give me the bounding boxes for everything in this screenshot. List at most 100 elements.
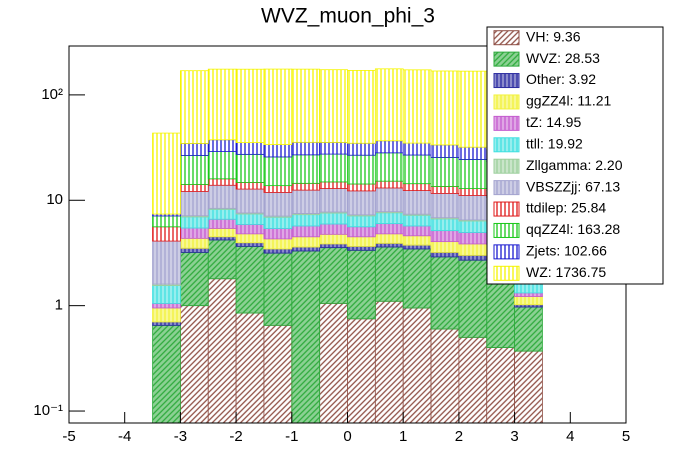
bar-segment (207, 236, 237, 241)
bar-segment (263, 238, 293, 250)
x-tick-label: -3 (174, 428, 187, 445)
bar-segment (207, 218, 237, 229)
bar-segment (207, 151, 237, 180)
bar-segment (347, 215, 376, 228)
bar-segment (207, 139, 237, 152)
bar-segment (291, 225, 321, 238)
bar-segment (291, 189, 321, 214)
bar-segment (347, 190, 376, 216)
x-tick-label: 2 (455, 428, 463, 445)
bar-segment (402, 69, 432, 144)
bar-segment (374, 223, 404, 235)
legend-swatch (493, 180, 520, 196)
bar-segment (263, 192, 293, 217)
bar-segment (179, 247, 209, 253)
bar-segment (152, 226, 181, 242)
bar-segment (235, 182, 265, 190)
bar-segment (402, 225, 432, 237)
legend-label: WVZ: 28.53 (526, 50, 600, 66)
bar-segment (207, 208, 237, 220)
legend-swatch (493, 201, 520, 217)
bar-segment (458, 336, 488, 423)
bar-segment (263, 156, 293, 187)
legend-swatch (493, 115, 520, 131)
bar-segment (291, 154, 321, 184)
bar-segment (430, 144, 460, 158)
bar-segment (458, 220, 488, 233)
x-tick-label: 4 (566, 428, 574, 445)
legend-swatch (493, 51, 520, 67)
bar-segment (374, 233, 404, 244)
legend-label: WZ: 1736.75 (526, 264, 606, 280)
bar-segment (263, 144, 293, 158)
bar-segment (263, 185, 293, 193)
bar-segment (430, 252, 460, 258)
legend-label: ttll: 19.92 (526, 135, 583, 151)
bar-segment (235, 68, 265, 143)
bar-segment (263, 324, 293, 423)
bar-segment (430, 256, 460, 330)
bar-segment (291, 246, 321, 252)
legend-swatch (493, 244, 520, 260)
bar-segment (152, 303, 181, 309)
bar-segment (235, 233, 265, 244)
bar-segment (235, 213, 265, 225)
bar-segment (263, 248, 293, 254)
bar-segment (402, 248, 432, 309)
legend-label: Zjets: 102.66 (526, 243, 607, 259)
bar-segment (402, 235, 432, 246)
bar-segment (374, 300, 404, 423)
x-tick-label: 0 (343, 428, 351, 445)
bar-segment (207, 239, 237, 280)
x-tick-label: -4 (118, 428, 131, 445)
bar-segment (430, 230, 460, 243)
x-tick-label: 3 (510, 428, 518, 445)
bar-segment (152, 324, 181, 423)
legend-label: ttdilep: 25.84 (526, 200, 606, 216)
legend-label: Zllgamma: 2.20 (526, 157, 623, 173)
bar-segment (458, 232, 488, 245)
bar-segment (235, 153, 265, 183)
bar-segment (263, 252, 293, 326)
bar-segment (319, 223, 348, 235)
bar-segment (458, 159, 488, 189)
legend-swatch (493, 73, 520, 89)
bar-segment (207, 278, 237, 423)
bar-segment (263, 228, 293, 240)
bar-segment (319, 181, 348, 189)
bar-segment (347, 245, 376, 251)
bar-segment (207, 68, 237, 141)
bar-segment (514, 306, 543, 352)
x-tick-label: 1 (399, 428, 407, 445)
bar-segment (374, 187, 404, 213)
bar-segment (430, 328, 460, 423)
legend-swatch (493, 94, 520, 110)
bar-segment (235, 312, 265, 423)
bar-segment (319, 247, 348, 304)
bar-segment (486, 347, 516, 423)
legend-label: VH: 9.36 (526, 28, 581, 44)
bar-segment (152, 215, 181, 228)
bar-segment (430, 70, 460, 146)
bar-segment (374, 180, 404, 189)
legend-box (486, 26, 664, 285)
bar-segment (291, 214, 321, 227)
legend-label: tZ: 14.95 (526, 114, 581, 130)
bar-segment (402, 154, 432, 185)
bar-segment (374, 152, 404, 182)
bar-segment (319, 212, 348, 225)
bar-segment (152, 240, 181, 285)
bar-segment (458, 146, 488, 160)
bar-segment (207, 184, 237, 209)
legend-label: ggZZ4l: 11.21 (526, 93, 612, 109)
x-tick-label: -1 (285, 428, 298, 445)
bar-segment (179, 227, 209, 239)
bar-segment (291, 250, 321, 423)
bar-segment (347, 249, 376, 320)
bar-segment (374, 242, 404, 248)
bar-segment (402, 244, 432, 250)
bar-segment (402, 190, 432, 215)
bar-segment (207, 228, 237, 238)
